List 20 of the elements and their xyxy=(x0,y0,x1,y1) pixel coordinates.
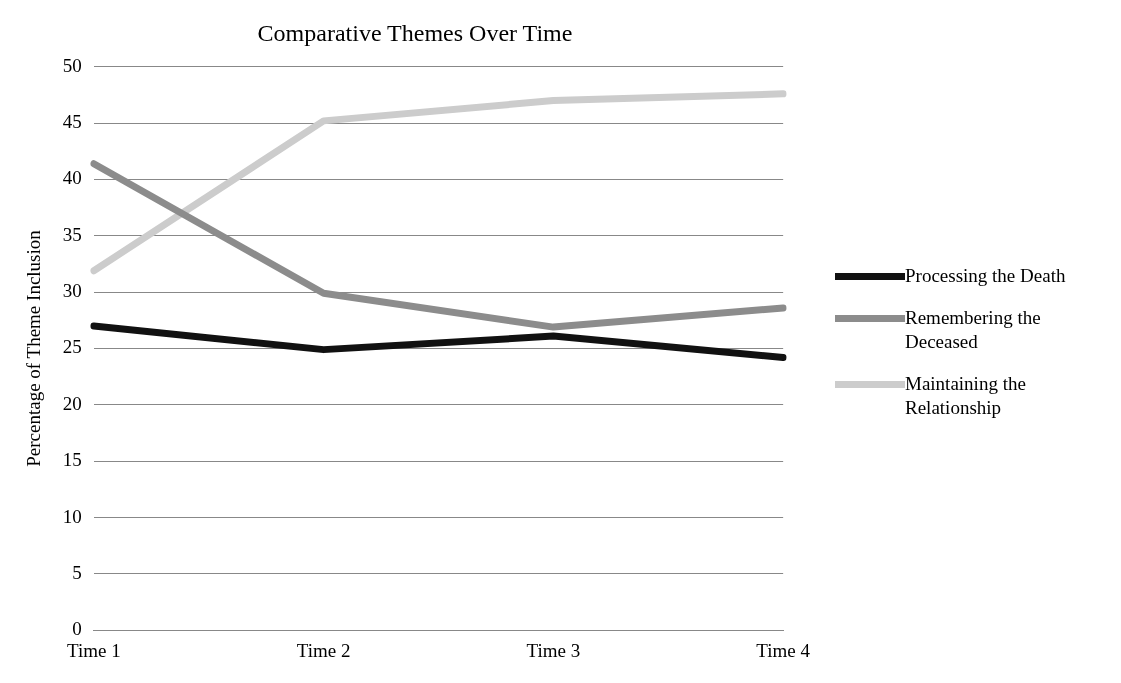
y-axis-title: Percentage of Theme Inclusion xyxy=(23,229,45,467)
x-tick-label: Time 4 xyxy=(756,639,811,661)
y-tick-label: 30 xyxy=(62,280,82,302)
y-tick-label: 10 xyxy=(62,505,82,527)
x-tick-label: Time 3 xyxy=(526,639,581,661)
y-tick-label: 0 xyxy=(72,618,82,640)
x-tick-label: Time 1 xyxy=(66,639,121,661)
y-tick-label: 20 xyxy=(62,392,82,414)
y-tick-label: 25 xyxy=(62,336,82,358)
legend-label: Processing the Death xyxy=(905,263,1067,288)
y-tick-label: 15 xyxy=(62,449,82,471)
legend-label: Maintaining the Relationship xyxy=(905,371,1027,420)
y-tick-label: 5 xyxy=(72,561,82,583)
y-tick-label: 50 xyxy=(62,54,82,76)
chart-title: Comparative Themes Over Time xyxy=(257,19,573,46)
x-tick-label: Time 2 xyxy=(296,639,351,661)
y-tick-label: 35 xyxy=(62,223,82,245)
y-tick-label: 45 xyxy=(62,111,82,133)
legend-label: Remembering the Deceased xyxy=(905,305,1042,354)
y-tick-label: 40 xyxy=(62,167,82,189)
